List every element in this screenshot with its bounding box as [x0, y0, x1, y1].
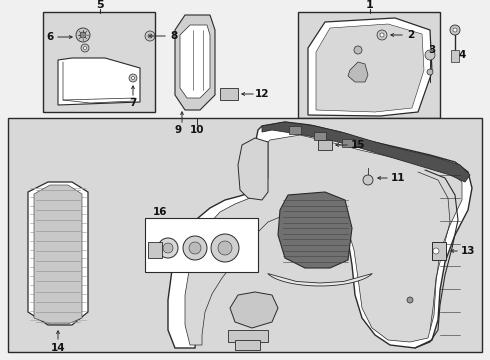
Text: 9: 9 — [174, 125, 182, 135]
Bar — [8, 118, 482, 352]
Circle shape — [158, 238, 178, 258]
Polygon shape — [316, 24, 424, 112]
Text: 12: 12 — [255, 89, 269, 99]
Polygon shape — [168, 122, 472, 348]
Text: 1: 1 — [366, 0, 374, 10]
Circle shape — [453, 28, 457, 32]
Text: 4: 4 — [458, 50, 466, 60]
Circle shape — [145, 31, 155, 41]
Text: 7: 7 — [129, 98, 137, 108]
Bar — [432, 242, 446, 260]
Polygon shape — [348, 62, 368, 82]
Polygon shape — [308, 18, 432, 116]
Text: 5: 5 — [96, 0, 104, 10]
Circle shape — [433, 248, 439, 254]
Circle shape — [83, 46, 87, 49]
Circle shape — [354, 46, 362, 54]
Circle shape — [450, 25, 460, 35]
Polygon shape — [180, 25, 210, 98]
Polygon shape — [28, 182, 88, 325]
Polygon shape — [58, 58, 140, 105]
Circle shape — [218, 241, 232, 255]
Bar — [228, 330, 268, 342]
Text: 11: 11 — [391, 173, 405, 183]
Bar — [289, 126, 301, 134]
Circle shape — [425, 50, 435, 60]
Text: 14: 14 — [50, 343, 65, 353]
Polygon shape — [34, 185, 82, 324]
Bar — [314, 132, 326, 140]
Polygon shape — [230, 292, 278, 328]
Text: 3: 3 — [428, 45, 436, 55]
Polygon shape — [268, 274, 372, 286]
Circle shape — [148, 34, 152, 38]
Bar — [318, 140, 332, 150]
Circle shape — [81, 44, 89, 52]
Circle shape — [163, 243, 173, 253]
Circle shape — [407, 297, 413, 303]
Bar — [298, 12, 440, 118]
Bar — [148, 242, 162, 258]
Text: 2: 2 — [407, 30, 415, 40]
Circle shape — [131, 77, 134, 80]
Text: 13: 13 — [461, 246, 475, 256]
Circle shape — [363, 175, 373, 185]
Text: 10: 10 — [190, 125, 204, 135]
Circle shape — [189, 242, 201, 254]
Bar — [220, 88, 238, 100]
Polygon shape — [278, 192, 352, 268]
Bar — [43, 12, 155, 112]
Polygon shape — [262, 122, 470, 182]
Bar — [342, 139, 354, 147]
Circle shape — [380, 33, 384, 37]
Bar — [145, 218, 258, 272]
Bar — [235, 340, 260, 350]
Circle shape — [80, 32, 86, 38]
Polygon shape — [185, 135, 462, 345]
Text: 8: 8 — [171, 31, 178, 41]
Circle shape — [377, 30, 387, 40]
Circle shape — [183, 236, 207, 260]
Polygon shape — [238, 138, 268, 200]
Text: 16: 16 — [153, 207, 167, 217]
Bar — [451, 50, 459, 62]
Circle shape — [76, 28, 90, 42]
Circle shape — [129, 74, 137, 82]
Circle shape — [211, 234, 239, 262]
Polygon shape — [175, 15, 215, 110]
Text: 6: 6 — [47, 32, 53, 42]
Circle shape — [427, 69, 433, 75]
Text: 15: 15 — [351, 140, 365, 150]
